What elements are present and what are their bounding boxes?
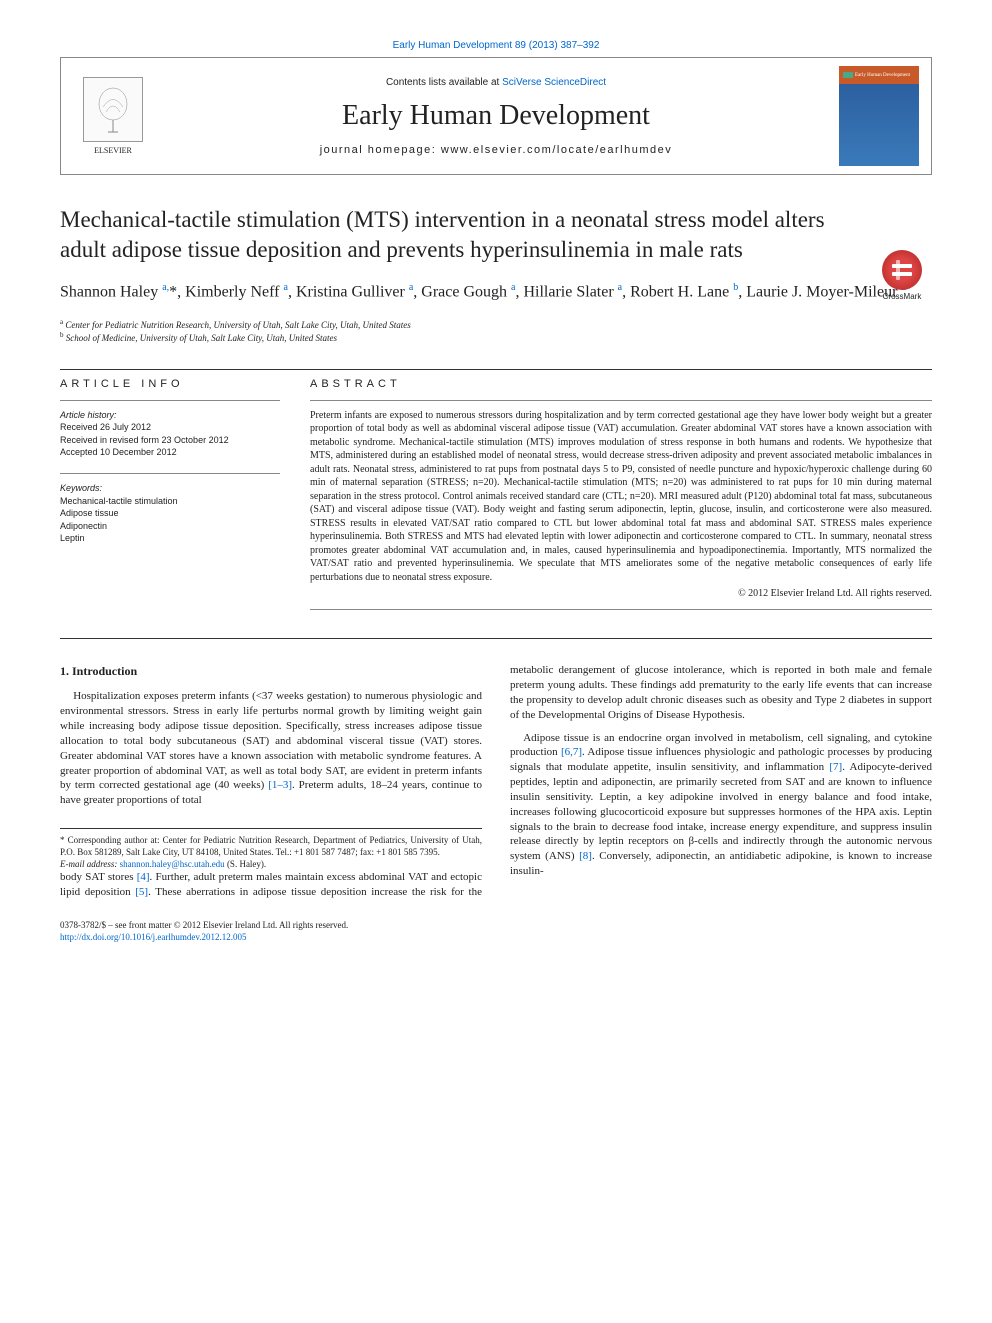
abstract-copyright: © 2012 Elsevier Ireland Ltd. All rights …: [310, 588, 932, 599]
ref-link[interactable]: [1–3]: [268, 779, 292, 791]
contents-lists-line: Contents lists available at SciVerse Sci…: [173, 77, 819, 88]
header-center: Contents lists available at SciVerse Sci…: [173, 77, 819, 156]
journal-cover-thumbnail[interactable]: Early Human Development: [839, 66, 919, 166]
ref-link[interactable]: [6,7]: [561, 746, 582, 758]
top-citation[interactable]: Early Human Development 89 (2013) 387–39…: [60, 40, 932, 51]
journal-header: ELSEVIER Contents lists available at Sci…: [60, 57, 932, 175]
cover-title-strip: Early Human Development: [839, 66, 919, 84]
crossmark-badge[interactable]: CrossMark: [872, 250, 932, 310]
footer-copyright: 0378-3782/$ – see front matter © 2012 El…: [60, 920, 932, 932]
authors-list: Shannon Haley a,*, Kimberly Neff a, Kris…: [60, 281, 932, 304]
doi-link[interactable]: http://dx.doi.org/10.1016/j.earlhumdev.2…: [60, 932, 932, 944]
ref-link[interactable]: [5]: [135, 886, 148, 898]
journal-name: Early Human Development: [173, 100, 819, 132]
section-divider: [60, 369, 932, 370]
article-history-block: Article history: Received 26 July 2012Re…: [60, 409, 280, 459]
corresponding-email-link[interactable]: shannon.haley@hsc.utah.edu: [120, 859, 225, 869]
intro-para-1: Hospitalization exposes preterm infants …: [60, 689, 482, 808]
sciencedirect-link[interactable]: SciVerse ScienceDirect: [502, 77, 606, 88]
intro-para-3: Adipose tissue is an endocrine organ inv…: [510, 731, 932, 879]
article-info-column: ARTICLE INFO Article history: Received 2…: [60, 378, 280, 619]
ref-link[interactable]: [7]: [829, 761, 842, 773]
crossmark-icon: [882, 250, 922, 290]
article-title: Mechanical-tactile stimulation (MTS) int…: [60, 205, 932, 265]
section-divider: [60, 638, 932, 639]
article-info-heading: ARTICLE INFO: [60, 378, 280, 390]
intro-heading: 1. Introduction: [60, 663, 482, 679]
keywords-block: Keywords: Mechanical-tactile stimulation…: [60, 482, 280, 545]
journal-homepage[interactable]: journal homepage: www.elsevier.com/locat…: [173, 144, 819, 156]
abstract-heading: ABSTRACT: [310, 378, 932, 390]
elsevier-tree-icon: [83, 77, 143, 142]
page-footer: 0378-3782/$ – see front matter © 2012 El…: [60, 920, 932, 943]
abstract-text: Preterm infants are exposed to numerous …: [310, 409, 932, 585]
corresponding-author-note: * Corresponding author at: Center for Pe…: [60, 828, 482, 870]
ref-link[interactable]: [4]: [137, 871, 150, 883]
affiliations: a Center for Pediatric Nutrition Researc…: [60, 318, 932, 345]
elsevier-label: ELSEVIER: [94, 146, 132, 155]
crossmark-label: CrossMark: [883, 292, 922, 301]
abstract-column: ABSTRACT Preterm infants are exposed to …: [310, 378, 932, 619]
ref-link[interactable]: [8]: [579, 850, 592, 862]
elsevier-logo[interactable]: ELSEVIER: [73, 71, 153, 161]
body-two-column: 1. Introduction Hospitalization exposes …: [60, 663, 932, 900]
